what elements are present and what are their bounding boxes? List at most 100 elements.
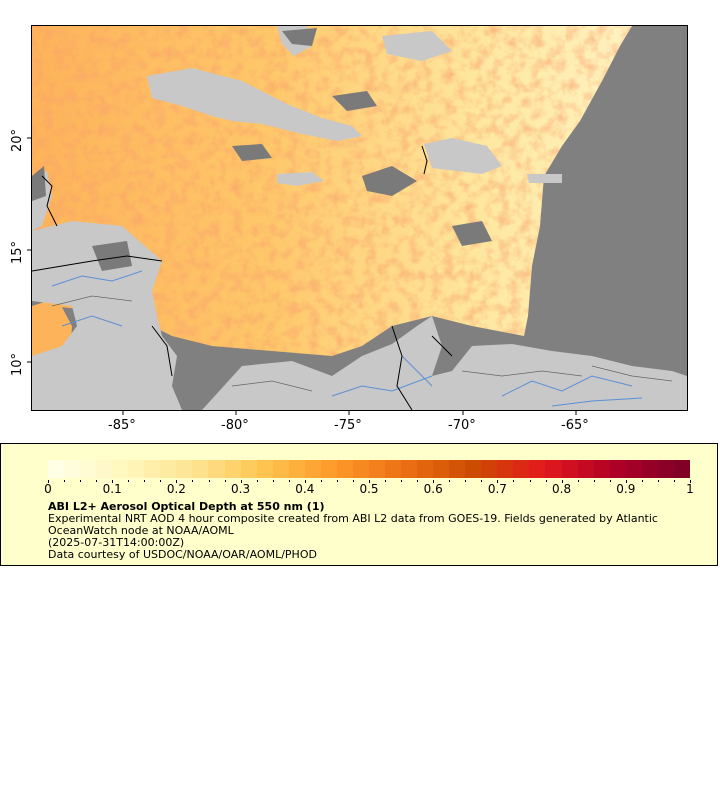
- colorbar-cell: [384, 460, 402, 478]
- colorbar-tick-label: 1: [686, 482, 694, 496]
- colorbar-tick-label: 0: [44, 482, 52, 496]
- colorbar-minor-tickmark: [336, 480, 338, 482]
- colorbar-cell: [593, 460, 610, 478]
- colorbar-minor-tickmark: [320, 480, 322, 482]
- x-tick-label: -80°: [221, 418, 249, 433]
- colorbar-minor-tickmark: [657, 480, 659, 482]
- land: [32, 26, 687, 410]
- colorbar-minor-tickmark: [417, 480, 419, 482]
- colorbar-minor-tickmark: [128, 480, 130, 482]
- colorbar-tickmark: [369, 480, 370, 483]
- colorbar-tick-label: 0.9: [616, 482, 636, 496]
- legend: 0 0.1 0.2 0.3 0.4 0.5 0.6 0.7 0.8 0.9 1 ABI L2+ Ae…: [0, 443, 718, 566]
- colorbar-cell: [80, 460, 97, 478]
- colorbar-tickmark: [240, 480, 242, 483]
- colorbar-cell: [657, 460, 674, 478]
- x-tick-label: -85°: [108, 418, 136, 433]
- borders: [32, 145, 453, 410]
- colorbar-cell: [240, 460, 257, 478]
- colorbar-minor-tickmark: [144, 480, 146, 482]
- colorbar-cell: [208, 460, 225, 478]
- colorbar-cell: [577, 460, 594, 478]
- colorbar-cell: [433, 460, 450, 478]
- colorbar-tickmark: [304, 480, 306, 483]
- colorbar-cell: [272, 460, 289, 478]
- colorbar-tickmark: [625, 480, 627, 483]
- colorbar-minor-tickmark: [593, 480, 595, 482]
- colorbar-minor-tickmark: [272, 480, 274, 482]
- colorbar-cell: [288, 460, 305, 478]
- colorbar-cell: [497, 460, 514, 478]
- colorbar-minor-tickmark: [449, 480, 451, 482]
- colorbar-tickmark: [561, 480, 563, 483]
- colorbar-cell: [368, 460, 385, 478]
- colorbar-cell: [176, 460, 193, 478]
- map-canvas: [32, 26, 687, 410]
- colorbar-cell: [481, 460, 498, 478]
- colorbar-tickmark: [176, 480, 178, 483]
- legend-title: ABI L2+ Aerosol Optical Depth at 550 nm …: [48, 500, 325, 513]
- colorbar-minor-tickmark: [288, 480, 290, 482]
- colorbar-cell: [64, 460, 81, 478]
- colorbar-cell: [336, 460, 353, 478]
- colorbar-cell: [160, 460, 177, 478]
- colorbar-minor-tickmark: [401, 480, 403, 482]
- colorbar-tickmark: [497, 480, 499, 483]
- colorbar-minor-tickmark: [96, 480, 98, 482]
- colorbar-minor-tickmark: [64, 480, 66, 482]
- colorbar-tickmark: [112, 480, 114, 483]
- colorbar-minor-tickmark: [224, 480, 226, 482]
- colorbar-cell: [192, 460, 209, 478]
- colorbar-minor-tickmark: [577, 480, 579, 482]
- colorbar-cell: [304, 460, 321, 478]
- colorbar-cell: [529, 460, 546, 478]
- colorbar-minor-tickmark: [673, 480, 675, 482]
- y-tick-label: 20°: [10, 128, 25, 152]
- colorbar-tick-label: 0.3: [231, 482, 251, 496]
- legend-credit: Data courtesy of USDOC/NOAA/OAR/AOML/PHO…: [48, 548, 317, 561]
- legend-timestamp: (2025-07-31T14:00:00Z): [48, 536, 185, 549]
- colorbar-cell: [449, 460, 466, 478]
- colorbar-minor-tickmark: [513, 480, 515, 482]
- colorbar-tickmark: [433, 480, 435, 483]
- axis-ticks: [27, 137, 577, 415]
- colorbar-tickmark: [48, 480, 49, 483]
- colorbar-cell: [401, 460, 418, 478]
- colorbar-tick-label: 0.5: [359, 482, 379, 496]
- colorbar-minor-tickmark: [256, 480, 258, 482]
- colorbar-cell: [465, 460, 482, 478]
- colorbar-tickmark: [690, 480, 691, 483]
- legend-description: Experimental NRT AOD 4 hour composite cr…: [48, 512, 658, 537]
- y-tick-label: 15°: [10, 240, 25, 264]
- colorbar-cell: [545, 460, 562, 478]
- colorbar-tick-label: 0.4: [295, 482, 315, 496]
- colorbar-cell: [673, 460, 690, 478]
- colorbar-minor-tickmark: [529, 480, 531, 482]
- colorbar-minor-tickmark: [208, 480, 210, 482]
- colorbar: [48, 460, 690, 478]
- colorbar-cell: [641, 460, 658, 478]
- colorbar-cell: [128, 460, 145, 478]
- colorbar-cell: [144, 460, 161, 478]
- colorbar-cell: [320, 460, 337, 478]
- rivers: [51, 270, 643, 407]
- colorbar-cell: [112, 460, 129, 478]
- colorbar-cell: [256, 460, 273, 478]
- colorbar-minor-tickmark: [80, 480, 82, 482]
- colorbar-cell: [625, 460, 642, 478]
- colorbar-minor-tickmark: [192, 480, 194, 482]
- colorbar-cell: [417, 460, 434, 478]
- colorbar-minor-tickmark: [385, 480, 387, 482]
- x-tick-label: -65°: [561, 418, 589, 433]
- colorbar-tick-label: 0.1: [102, 482, 122, 496]
- colorbar-minor-tickmark: [481, 480, 483, 482]
- colorbar-cell: [352, 460, 369, 478]
- colorbar-cell: [561, 460, 578, 478]
- colorbar-cell: [48, 460, 65, 478]
- colorbar-cell: [96, 460, 113, 478]
- colorbar-cell: [224, 460, 241, 478]
- colorbar-minor-tickmark: [609, 480, 611, 482]
- colorbar-minor-tickmark: [545, 480, 547, 482]
- colorbar-minor-tickmark: [641, 480, 643, 482]
- colorbar-tick-label: 0.8: [552, 482, 572, 496]
